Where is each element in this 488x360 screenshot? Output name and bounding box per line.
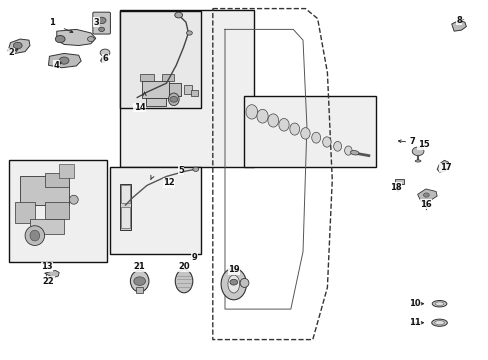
Text: 17: 17 <box>439 163 450 172</box>
Ellipse shape <box>431 319 447 326</box>
Circle shape <box>87 37 94 41</box>
Bar <box>30 220 64 234</box>
Bar <box>146 98 165 107</box>
Text: 7: 7 <box>409 138 415 147</box>
Bar <box>244 96 375 167</box>
Text: 15: 15 <box>417 140 428 149</box>
Polygon shape <box>8 39 30 53</box>
Bar <box>161 74 173 81</box>
Text: 4: 4 <box>54 61 60 70</box>
Circle shape <box>169 96 177 102</box>
Ellipse shape <box>69 195 78 204</box>
Text: 13: 13 <box>41 262 53 271</box>
Text: 6: 6 <box>102 54 108 63</box>
Ellipse shape <box>168 93 179 105</box>
Text: 10: 10 <box>408 299 420 308</box>
Ellipse shape <box>256 109 267 123</box>
Circle shape <box>99 27 104 32</box>
Ellipse shape <box>333 141 341 151</box>
Bar <box>15 202 35 223</box>
Ellipse shape <box>344 146 351 155</box>
Bar <box>394 179 404 184</box>
Circle shape <box>134 277 145 285</box>
Ellipse shape <box>311 132 320 143</box>
Bar <box>44 173 69 187</box>
Bar <box>142 81 168 98</box>
Ellipse shape <box>175 270 192 293</box>
Ellipse shape <box>322 137 330 147</box>
Ellipse shape <box>245 105 257 119</box>
Text: 2: 2 <box>8 48 14 57</box>
Text: 19: 19 <box>227 265 239 274</box>
Text: 21: 21 <box>134 262 145 271</box>
Bar <box>120 12 200 108</box>
Ellipse shape <box>300 128 309 139</box>
Circle shape <box>59 57 69 64</box>
Text: 3: 3 <box>94 18 100 27</box>
Bar <box>121 185 130 203</box>
Bar <box>136 287 143 293</box>
Circle shape <box>100 49 110 56</box>
Text: 11: 11 <box>408 318 420 327</box>
Circle shape <box>174 12 182 18</box>
Bar <box>121 207 130 228</box>
Polygon shape <box>451 21 466 31</box>
Circle shape <box>101 59 105 62</box>
Ellipse shape <box>414 160 420 162</box>
Circle shape <box>186 31 192 35</box>
Text: 12: 12 <box>163 178 174 187</box>
Circle shape <box>97 17 106 24</box>
Ellipse shape <box>431 301 446 307</box>
Bar <box>44 202 69 220</box>
Ellipse shape <box>278 118 288 131</box>
Text: 5: 5 <box>178 166 183 175</box>
Ellipse shape <box>25 226 44 246</box>
Circle shape <box>192 167 198 171</box>
Text: 8: 8 <box>455 16 461 25</box>
Bar <box>168 83 181 96</box>
FancyBboxPatch shape <box>93 12 110 34</box>
Circle shape <box>423 193 428 197</box>
Ellipse shape <box>350 150 358 155</box>
Text: 18: 18 <box>389 183 401 192</box>
Bar <box>120 10 254 167</box>
Bar <box>120 184 131 230</box>
Ellipse shape <box>434 320 444 325</box>
Circle shape <box>13 42 22 49</box>
Ellipse shape <box>267 114 278 127</box>
Bar <box>20 176 69 205</box>
Text: 22: 22 <box>42 276 54 285</box>
Bar <box>110 167 200 253</box>
Ellipse shape <box>130 270 149 292</box>
Text: 9: 9 <box>191 253 197 262</box>
Bar <box>59 164 74 178</box>
Text: 20: 20 <box>178 262 189 271</box>
Text: 1: 1 <box>49 18 55 27</box>
Ellipse shape <box>240 278 248 287</box>
Ellipse shape <box>227 275 239 293</box>
Polygon shape <box>44 270 59 278</box>
Bar <box>190 90 198 96</box>
Ellipse shape <box>289 123 299 135</box>
Text: 14: 14 <box>134 103 145 112</box>
Ellipse shape <box>221 268 246 300</box>
Bar <box>183 85 192 94</box>
Ellipse shape <box>434 302 443 306</box>
Polygon shape <box>436 160 448 172</box>
Ellipse shape <box>30 230 40 241</box>
Polygon shape <box>57 30 96 45</box>
Circle shape <box>411 147 423 156</box>
Polygon shape <box>48 53 81 68</box>
Polygon shape <box>417 189 436 202</box>
Text: 16: 16 <box>419 200 431 209</box>
Bar <box>9 160 107 262</box>
Bar <box>140 74 154 81</box>
Circle shape <box>55 36 65 42</box>
Circle shape <box>229 279 237 285</box>
